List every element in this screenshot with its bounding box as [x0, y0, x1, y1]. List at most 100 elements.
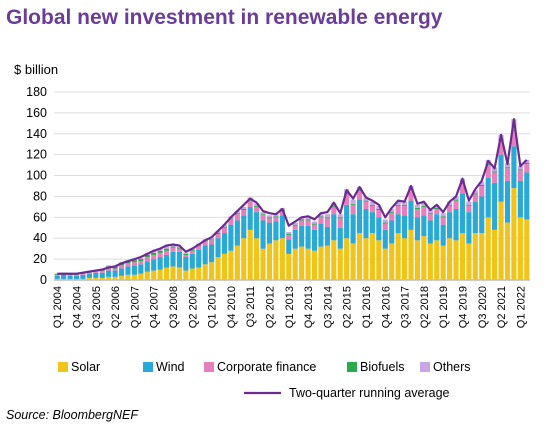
bar-segment-corporate-finance: [459, 183, 466, 194]
bar-segment-solar: [472, 233, 478, 280]
bar-segment-solar: [447, 238, 453, 280]
bar-segment-solar: [93, 277, 99, 280]
x-tick-label: Q4 2013: [303, 286, 315, 328]
bar-segment-solar: [86, 277, 92, 280]
y-tick-label: 20: [33, 252, 47, 266]
bar-segment-corporate-finance: [485, 165, 491, 178]
bar-segment-wind: [286, 239, 292, 254]
bar-segment-corporate-finance: [138, 261, 144, 265]
bar-segment-others: [163, 246, 170, 249]
bar-segment-wind: [517, 180, 523, 218]
bar-segment-wind: [408, 200, 414, 230]
bar-segment-solar: [453, 240, 459, 280]
bar-segment-wind: [215, 238, 221, 258]
bar-segment-others: [363, 197, 369, 201]
bar-segment-corporate-finance: [279, 211, 285, 216]
bar-segment-solar: [61, 278, 67, 280]
bar-segment-solar: [125, 274, 131, 280]
bar-segment-wind: [440, 224, 446, 246]
x-tick-label: Q1 2004: [52, 286, 64, 328]
legend-label: Wind: [156, 360, 185, 374]
bar-segment-others: [138, 258, 144, 260]
bar-segment-others: [337, 214, 343, 218]
bar-segment-wind: [485, 177, 491, 218]
x-axis-ticks: Q1 2004 Q4 2004 Q3 2005 Q2 2006 Q1 2007 Q4 20…: [52, 286, 527, 328]
y-tick-label: 80: [33, 189, 47, 203]
bar-segment-corporate-finance: [305, 220, 311, 226]
bar-segment-solar: [234, 245, 240, 280]
bar-segment-solar: [131, 274, 137, 280]
bar-segment-corporate-finance: [118, 265, 125, 269]
bar-segment-wind: [447, 212, 453, 239]
bar-segment-biofuels: [414, 207, 421, 209]
bar-segment-corporate-finance: [151, 254, 157, 260]
x-tick-label: Q3 2008: [168, 286, 180, 328]
bar-segment-wind: [170, 251, 176, 267]
bar-segment-solar: [157, 269, 163, 280]
bar-segment-biofuels: [273, 216, 279, 218]
legend-swatch: [143, 362, 153, 372]
bar-segment-solar: [189, 268, 195, 280]
bar-segment-biofuels: [356, 190, 363, 192]
bar-segment-solar: [266, 243, 273, 280]
bar-segment-wind: [318, 223, 324, 247]
bar-segment-corporate-finance: [157, 252, 163, 258]
bar-segment-corporate-finance: [517, 170, 523, 181]
bar-segment-wind: [125, 266, 131, 275]
bar-segment-corporate-finance: [106, 268, 112, 271]
bar-segment-others: [524, 159, 530, 164]
bar-segment-biofuels: [138, 259, 144, 262]
bar-segment-biofuels: [299, 219, 305, 221]
bar-segment-biofuels: [421, 205, 427, 207]
x-tick-label: Q2 2006: [110, 286, 122, 328]
bar-segment-others: [427, 210, 433, 214]
bar-segment-solar: [286, 253, 292, 280]
bar-segment-solar: [73, 278, 80, 280]
y-axis-ticks: 0 20 40 60 80 100 120 140 160 180: [26, 85, 47, 287]
bar-segment-wind: [196, 249, 202, 268]
legend-swatch: [204, 362, 214, 372]
bar-segment-others: [324, 214, 330, 218]
bar-segment-solar: [54, 278, 60, 280]
bar-segment-wind: [504, 180, 511, 223]
bar-segment-solar: [498, 201, 504, 280]
bar-segment-others: [517, 166, 523, 170]
average-line-group: [57, 118, 528, 275]
bar-segment-biofuels: [453, 199, 459, 201]
bar-segment-wind: [427, 220, 433, 244]
bar-segment-solar: [202, 264, 208, 280]
bar-segment-solar: [492, 229, 498, 280]
bar-segment-solar: [151, 270, 157, 280]
bar-segment-wind: [157, 257, 163, 270]
bar-segment-wind: [189, 253, 195, 269]
bar-segment-others: [382, 219, 388, 223]
bar-segment-wind: [112, 270, 118, 277]
bar-segment-solar: [466, 243, 472, 280]
bar-segment-wind: [324, 226, 330, 246]
x-tick-label: Q4 2010: [226, 286, 238, 328]
bar-segment-solar: [221, 253, 228, 280]
bar-segment-wind: [279, 215, 285, 239]
bar-segment-corporate-finance: [350, 204, 356, 215]
bar-segment-others: [395, 201, 401, 205]
x-tick-label: Q1 2019: [438, 286, 450, 328]
bar-segment-corporate-finance: [524, 164, 530, 173]
bar-segment-biofuels: [479, 184, 485, 186]
legend-label: Solar: [71, 360, 100, 374]
bar-segment-others: [241, 206, 247, 209]
bar-segment-wind: [93, 272, 99, 278]
bar-segment-biofuels: [163, 248, 170, 251]
bar-segment-solar: [459, 233, 466, 280]
bar-segment-biofuels: [221, 226, 228, 228]
bar-segment-corporate-finance: [382, 223, 388, 230]
bar-segment-wind: [86, 273, 92, 278]
bar-segment-solar: [401, 238, 408, 280]
bar-segment-solar: [247, 229, 253, 280]
bar-segment-corporate-finance: [466, 205, 472, 213]
bar-segment-biofuels: [363, 200, 369, 202]
bar-segment-biofuels: [209, 239, 215, 241]
bar-segment-biofuels: [401, 204, 408, 206]
bar-segment-corporate-finance: [453, 200, 459, 209]
bar-segment-solar: [517, 217, 523, 280]
bar-segment-biofuels: [472, 193, 478, 195]
